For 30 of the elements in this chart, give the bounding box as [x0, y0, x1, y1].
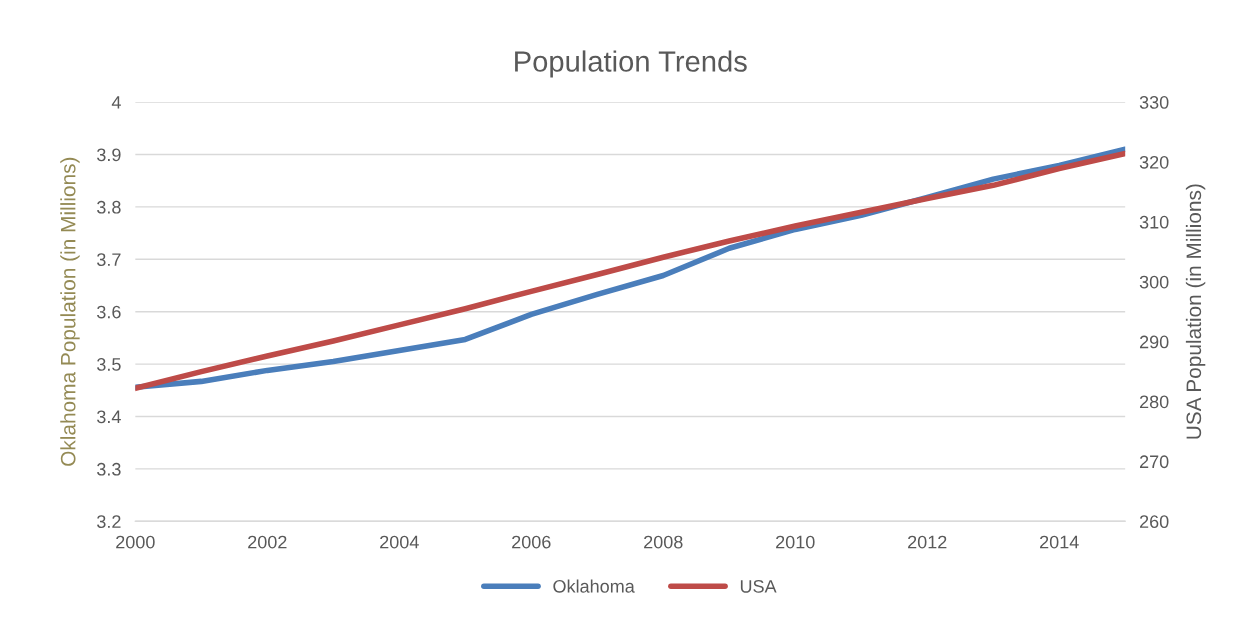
x-tick-label: 2010: [776, 535, 815, 549]
y-tick-label: 3.2: [97, 515, 121, 529]
y2-tick-label: 280: [1139, 395, 1169, 409]
y-tick-label: 3.6: [97, 305, 121, 319]
chart-title: Population Trends: [515, 50, 747, 78]
x-tick-label: 2008: [644, 535, 683, 549]
y2-tick-label: 320: [1139, 155, 1169, 169]
y-tick-label: 3.3: [97, 462, 121, 476]
y2-tick-label: 300: [1139, 275, 1169, 289]
y-tick-label: 3.4: [97, 410, 121, 424]
y-tick-label: 3.5: [97, 358, 121, 371]
y-tick-label: 3.7: [97, 253, 121, 267]
y-tick-label: 3.9: [97, 148, 121, 162]
y-axis-title: Oklahoma Population (in Millions): [60, 157, 80, 466]
x-tick-label: 2014: [1040, 535, 1079, 549]
legend-label: Oklahoma: [553, 579, 635, 593]
y2-tick-label: 270: [1139, 455, 1169, 469]
x-tick-label: 2006: [512, 535, 551, 549]
y2-tick-label: 260: [1139, 515, 1169, 529]
x-tick-label: 2002: [248, 535, 287, 549]
y2-axis-title: USA Population (in Millions): [1185, 184, 1206, 439]
y-tick-label: 3.8: [97, 200, 121, 214]
legend-label: USA: [740, 579, 777, 593]
y2-tick-label: 330: [1139, 96, 1169, 109]
y2-tick-label: 310: [1139, 215, 1169, 229]
x-tick-label: 2012: [908, 535, 947, 549]
y2-tick-label: 290: [1139, 335, 1169, 349]
y-tick-label: 4: [111, 96, 121, 109]
x-tick-label: 2000: [116, 535, 155, 549]
x-tick-label: 2004: [380, 535, 419, 549]
